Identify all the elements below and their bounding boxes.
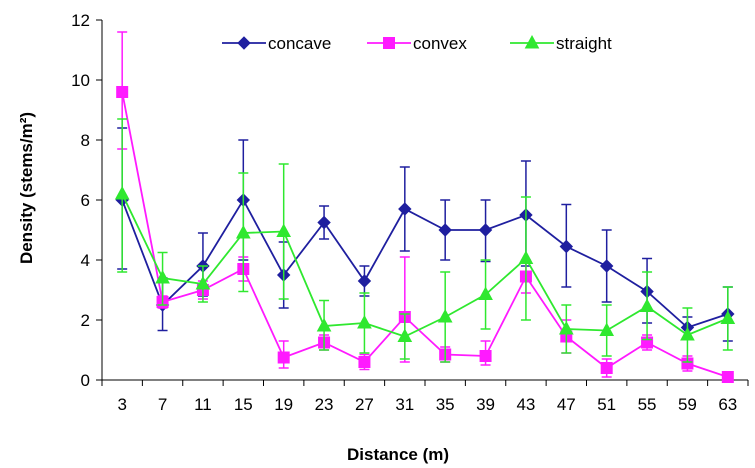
data-point <box>599 259 614 273</box>
data-point <box>518 250 534 264</box>
x-tick-label: 59 <box>678 395 697 414</box>
legend: concave convex straight <box>222 34 612 53</box>
x-axis-ticks: 3 7 11 15 19 23 27 31 35 39 43 47 51 55 59 63 <box>101 380 749 414</box>
x-tick-label: 35 <box>436 395 455 414</box>
x-tick-label: 63 <box>718 395 737 414</box>
legend-label: convex <box>413 34 467 53</box>
data-point <box>479 350 492 362</box>
data-point <box>397 328 413 342</box>
data-point <box>437 308 453 323</box>
data-point <box>720 310 736 324</box>
data-point <box>114 185 130 200</box>
x-tick-label: 47 <box>557 395 576 414</box>
x-tick-label: 27 <box>355 395 374 414</box>
x-tick-label: 31 <box>395 395 414 414</box>
data-point <box>316 317 332 332</box>
series-line <box>121 193 729 338</box>
x-tick-label: 39 <box>476 395 495 414</box>
x-axis-title: Distance (m) <box>347 445 449 464</box>
y-tick-label: 10 <box>71 71 90 90</box>
y-tick-label: 6 <box>81 191 90 210</box>
data-point <box>276 223 292 237</box>
series-line <box>121 198 729 329</box>
series-convex <box>116 31 734 383</box>
legend-label: straight <box>556 34 612 53</box>
y-tick-label: 12 <box>71 11 90 30</box>
data-point <box>599 322 615 336</box>
data-point <box>559 239 574 254</box>
y-tick-label: 2 <box>81 311 90 330</box>
y-tick-label: 4 <box>81 251 90 270</box>
data-point <box>558 320 574 335</box>
series-line <box>121 91 729 378</box>
series-straight <box>114 118 736 363</box>
data-point <box>600 362 613 374</box>
y-tick-label: 0 <box>81 371 90 390</box>
x-tick-label: 43 <box>516 395 535 414</box>
legend-marker <box>383 37 395 49</box>
x-tick-label: 19 <box>274 395 293 414</box>
data-point <box>155 269 170 284</box>
y-axis-ticks: 0 2 4 6 8 10 12 <box>71 11 102 390</box>
data-point <box>357 274 372 288</box>
data-point <box>277 351 290 364</box>
data-point <box>317 215 331 230</box>
x-tick-label: 15 <box>234 395 253 414</box>
data-point <box>235 224 251 239</box>
legend-marker <box>524 34 540 49</box>
data-point <box>721 371 734 383</box>
data-point <box>680 326 695 341</box>
x-tick-label: 23 <box>315 395 334 414</box>
data-point <box>358 356 371 368</box>
data-point <box>639 298 655 312</box>
legend-marker <box>237 36 251 50</box>
data-point <box>116 86 129 98</box>
data-point <box>478 223 493 237</box>
legend-item-straight: straight <box>510 34 612 53</box>
x-tick-label: 11 <box>194 395 212 414</box>
data-point <box>357 314 372 329</box>
data-point <box>438 223 452 237</box>
x-tick-label: 51 <box>597 395 616 414</box>
x-tick-label: 55 <box>638 395 657 414</box>
data-point <box>398 202 412 216</box>
series-layer <box>114 31 736 383</box>
y-axis-title: Density (stems/m²) <box>17 112 36 264</box>
data-point <box>478 286 493 300</box>
x-tick-label: 7 <box>158 395 167 414</box>
data-point <box>195 275 211 290</box>
x-tick-label: 3 <box>117 395 126 414</box>
legend-item-concave: concave <box>222 34 331 53</box>
y-tick-label: 8 <box>81 131 90 150</box>
legend-item-convex: convex <box>367 34 467 53</box>
legend-label: concave <box>268 34 331 53</box>
